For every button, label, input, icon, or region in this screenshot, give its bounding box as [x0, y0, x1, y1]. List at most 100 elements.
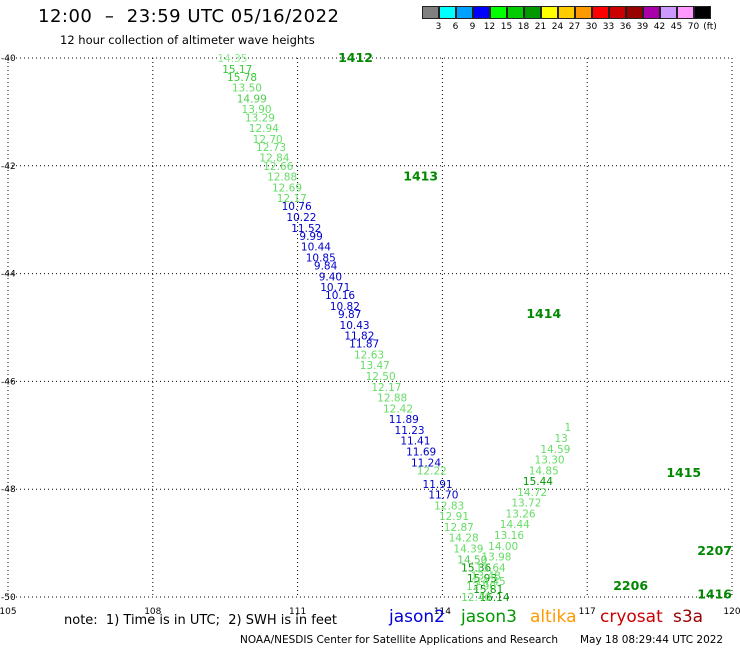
wave-height-value: 10.82 — [330, 301, 360, 313]
wave-height-value: 13.72 — [511, 498, 541, 510]
wave-height-value: 11.70 — [428, 490, 458, 502]
satellite-label-cryosat: cryosat — [600, 607, 663, 627]
wave-height-value: 14.59 — [540, 444, 570, 456]
wave-height-value: 13.48 — [471, 570, 501, 582]
wave-height-value: 12.91 — [439, 511, 469, 523]
y-tick-label: -50 — [1, 593, 16, 603]
legend-label: 12 — [483, 22, 496, 32]
wave-height-value: 15.78 — [227, 72, 257, 84]
wave-height-value: 10.16 — [325, 290, 355, 302]
wave-height-value: 12.94 — [249, 123, 279, 135]
wave-height-value: 15.44 — [523, 476, 553, 488]
wave-height-value: 9.84 — [314, 261, 338, 273]
wave-height-value: 10.71 — [320, 282, 350, 294]
wave-height-value: 12.73 — [256, 142, 286, 154]
y-tick-label: -40 — [1, 54, 16, 64]
legend-swatch — [643, 6, 660, 19]
satellite-label-jason2: jason2 — [389, 607, 445, 627]
wave-height-value: 12.84 — [259, 153, 289, 165]
wave-height-value: 11.89 — [389, 414, 419, 426]
track-label: 1415 — [666, 465, 701, 480]
y-tick-label: -44 — [1, 270, 16, 280]
wave-height-value: 12.66 — [263, 161, 293, 173]
wave-height-value: 12.40 — [461, 592, 491, 604]
legend-label: 18 — [517, 22, 530, 32]
wave-height-value: 11.82 — [344, 331, 374, 343]
wave-height-value: 15.17 — [222, 64, 252, 76]
generation-timestamp: May 18 08:29:44 UTC 2022 — [580, 634, 724, 646]
wave-height-value: 12.88 — [267, 172, 297, 184]
wave-height-value: 14.72 — [517, 487, 547, 499]
wave-height-value: 10.44 — [301, 242, 331, 254]
track-label: 1413 — [403, 169, 438, 184]
satellite-label-altika: altika — [530, 607, 577, 627]
legend-swatch — [422, 6, 439, 19]
wave-height-value: 10.85 — [306, 252, 336, 264]
legend-label: 21 — [534, 22, 547, 32]
x-tick-label: 108 — [144, 607, 161, 617]
wave-height-value: 14.99 — [237, 93, 267, 105]
track-label: 1412 — [338, 50, 373, 65]
legend-swatch — [490, 6, 507, 19]
wave-height-value: 12.50 — [366, 371, 396, 383]
legend-swatch — [575, 6, 592, 19]
wave-height-value: 14.44 — [500, 519, 530, 531]
footer-note: note: 1) Time is in UTC; 2) SWH is in fe… — [64, 613, 337, 628]
wave-height-value: 11.91 — [423, 479, 453, 491]
x-tick-label: 117 — [579, 607, 596, 617]
track-label: 1414 — [526, 306, 561, 321]
legend-label: 33 — [602, 22, 615, 32]
wave-height-value: 11.23 — [395, 425, 425, 437]
legend-swatch — [609, 6, 626, 19]
wave-height-value: 11.52 — [291, 223, 321, 235]
legend-swatch — [660, 6, 677, 19]
wave-height-value: 12.63 — [354, 349, 384, 361]
wave-height-value: 14.00 — [488, 541, 518, 553]
y-tick-label: -48 — [1, 485, 16, 495]
legend-label: 39 — [636, 22, 649, 32]
wave-height-value: 9.99 — [299, 231, 322, 243]
wave-height-value: 12.17 — [371, 382, 401, 394]
legend-label: 6 — [452, 22, 459, 32]
wave-height-value: 11.24 — [411, 457, 441, 469]
legend-swatch — [558, 6, 575, 19]
legend-swatch — [541, 6, 558, 19]
wave-height-value: 13.26 — [506, 508, 536, 520]
legend-swatch — [507, 6, 524, 19]
y-tick-label: -46 — [1, 377, 16, 387]
wave-height-value: 13 — [554, 433, 567, 445]
wave-height-value: 14.50 — [457, 554, 487, 566]
satellite-label-jason3: jason3 — [461, 607, 517, 627]
wave-height-value: 13.90 — [242, 104, 272, 116]
wave-height-value: 13.50 — [232, 83, 262, 95]
x-tick-label: 120 — [723, 607, 740, 617]
wave-height-value: 12.87 — [444, 522, 474, 534]
wave-height-value: 16.14 — [479, 592, 509, 604]
wave-height-value: 12.17 — [277, 193, 307, 205]
legend-label: 15 — [500, 22, 513, 32]
legend-swatch — [677, 6, 694, 19]
x-tick-label: 105 — [0, 607, 17, 617]
wave-height-value: 12.83 — [434, 500, 464, 512]
wave-height-value: 15.93 — [467, 573, 497, 585]
wave-height-value: 10.76 — [282, 201, 312, 213]
wave-height-value: 14.85 — [529, 465, 559, 477]
legend-swatch — [592, 6, 609, 19]
chart-title: 12:00 – 23:59 UTC 05/16/2022 — [38, 6, 340, 27]
legend-label: 9 — [469, 22, 476, 32]
x-tick-label: 114 — [434, 607, 451, 617]
legend-swatch — [439, 6, 456, 19]
wave-height-value: 10.22 — [286, 212, 316, 224]
wave-height-value: 13.29 — [245, 112, 275, 124]
legend-label: 24 — [551, 22, 564, 32]
wave-height-value: 12.42 — [383, 403, 413, 415]
legend-label: 42 — [653, 22, 666, 32]
legend-swatch — [694, 6, 711, 19]
wave-height-value: 9.87 — [338, 309, 361, 321]
wave-height-value: 13.98 — [481, 552, 511, 564]
wave-height-value: 13.64 — [476, 562, 506, 574]
legend-swatch — [626, 6, 643, 19]
chart-subtitle: 12 hour collection of altimeter wave hei… — [60, 33, 315, 47]
wave-height-value: 14.39 — [453, 543, 483, 555]
